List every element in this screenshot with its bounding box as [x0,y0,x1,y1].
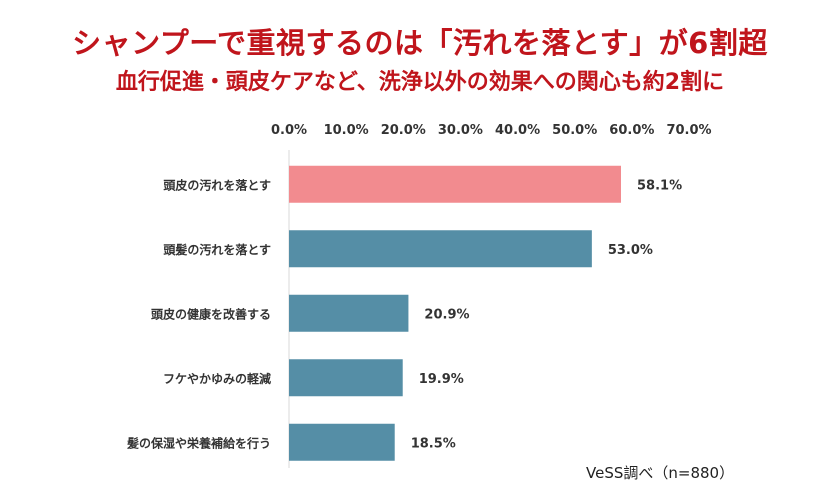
x-tick-label: 0.0% [271,123,307,138]
x-tick-label: 70.0% [666,123,711,138]
category-label: 頭皮の汚れを落とす [163,177,271,192]
x-tick-label: 30.0% [438,123,483,138]
data-label: 18.5% [411,436,456,451]
category-label: 頭髪の汚れを落とす [163,242,271,257]
data-label: 19.9% [419,372,464,387]
category-label: 頭皮の健康を改善する [151,306,271,321]
bar [289,230,592,268]
x-tick-label: 50.0% [552,123,597,138]
category-label: フケやかゆみの軽減 [163,371,271,386]
x-tick-label: 40.0% [495,123,540,138]
bar [289,165,621,203]
data-label: 20.9% [424,307,469,322]
x-tick-label: 60.0% [609,123,654,138]
x-tick-label: 10.0% [324,123,369,138]
source-note: VeSS調べ（n=880） [586,464,735,482]
bar [289,359,403,397]
chart-title: シャンプーで重視するのは「汚れを落とす」が6割超 [72,26,768,60]
x-tick-label: 20.0% [381,123,426,138]
bar [289,423,395,461]
data-label: 53.0% [608,243,653,258]
category-label: 髪の保湿や栄養補給を行う [126,435,271,450]
bar [289,294,409,332]
data-label: 58.1% [637,178,682,193]
chart-subtitle: 血行促進・頭皮ケアなど、洗浄以外の効果への関心も約2割に [115,70,725,95]
